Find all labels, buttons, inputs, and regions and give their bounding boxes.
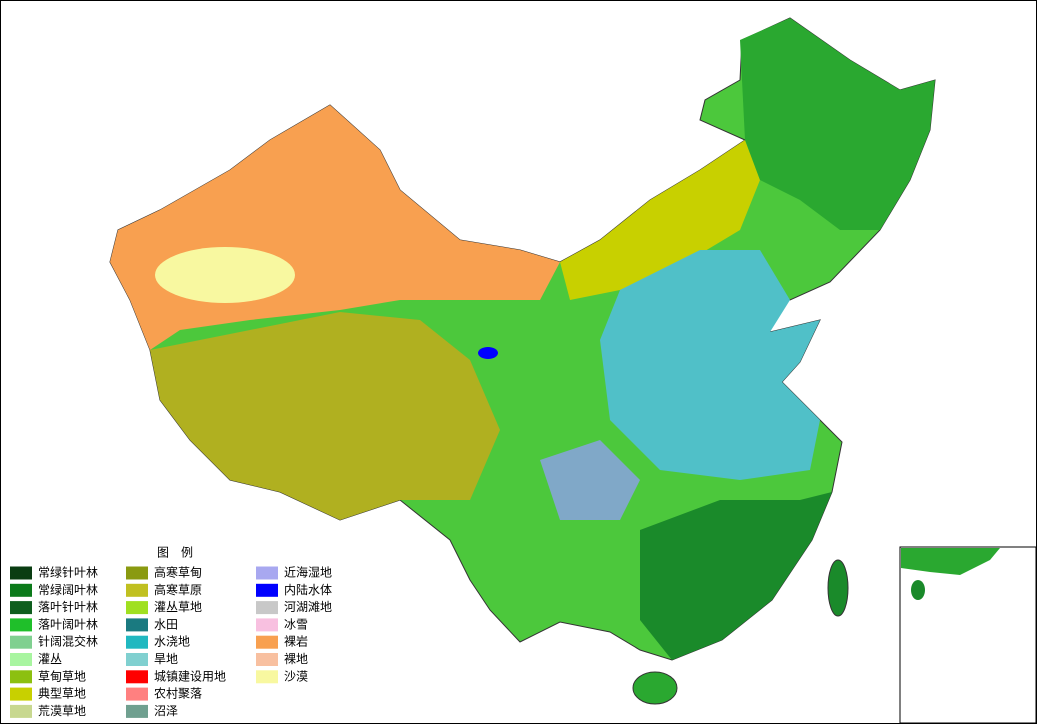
legend-label: 典型草地 — [38, 687, 86, 701]
legend-label: 沙漠 — [284, 669, 308, 683]
legend-label: 草甸草地 — [38, 669, 86, 683]
legend-label: 河湖滩地 — [284, 599, 332, 614]
inset-island — [911, 580, 925, 600]
legend-label: 针阔混交林 — [38, 634, 98, 649]
legend-label: 沼泽 — [154, 704, 178, 718]
legend-swatch — [10, 687, 32, 701]
inset — [899, 546, 1037, 724]
northeast-forest — [740, 18, 935, 230]
legend-swatch — [256, 601, 278, 615]
legend-label: 常绿阔叶林 — [38, 582, 98, 597]
legend-label: 灌丛草地 — [154, 600, 202, 614]
legend-swatch — [256, 566, 278, 580]
south-forest — [640, 492, 832, 660]
legend-label: 落叶阔叶林 — [38, 617, 98, 631]
inset-land — [901, 548, 1000, 575]
legend-swatch — [256, 670, 278, 684]
legend-swatch — [126, 704, 148, 718]
legend-label: 灌丛 — [38, 652, 62, 666]
legend-swatch — [10, 704, 32, 718]
hainan — [632, 671, 678, 705]
legend-label: 城镇建设用地 — [154, 669, 226, 683]
legend-swatch — [256, 618, 278, 632]
plateau-region — [150, 312, 500, 520]
legend-label: 旱地 — [154, 652, 178, 666]
legend-label: 高寒草原 — [154, 582, 202, 597]
lake — [478, 347, 498, 359]
legend-swatch — [126, 687, 148, 701]
legend-label: 落叶针叶林 — [38, 599, 98, 614]
legend-label: 近海湿地 — [284, 565, 332, 580]
legend-title: 图 例 — [157, 546, 193, 560]
legend-label: 内陆水体 — [284, 582, 332, 597]
basin-region — [540, 440, 640, 520]
legend-label: 冰雪 — [284, 617, 308, 631]
legend-swatch — [126, 670, 148, 684]
legend-swatch — [10, 583, 32, 597]
legend-label: 农村聚落 — [154, 687, 202, 701]
legend-swatch — [256, 583, 278, 597]
legend-swatch — [126, 653, 148, 666]
legend-label: 裸地 — [284, 651, 308, 666]
legend-swatch — [256, 635, 278, 649]
legend-swatch — [10, 618, 32, 632]
legend-swatch — [126, 583, 148, 597]
legend-swatch — [126, 618, 148, 632]
legend-label: 荒漠草地 — [38, 704, 86, 718]
legend-label: 常绿针叶林 — [38, 565, 98, 580]
legend-swatch — [10, 670, 32, 684]
legend-swatch — [126, 601, 148, 615]
china-map — [109, 17, 936, 705]
steppe-region — [560, 140, 760, 300]
legend-label: 高寒草甸 — [154, 565, 202, 580]
legend-swatch — [256, 653, 278, 666]
legend-swatch — [10, 653, 32, 666]
legend-swatch — [126, 635, 148, 649]
inset-frame — [899, 546, 1037, 724]
legend-label: 裸岩 — [284, 634, 308, 649]
cropland-region — [600, 250, 820, 480]
legend-label: 水田 — [154, 617, 178, 631]
legend-swatch — [10, 566, 32, 580]
legend-swatch — [126, 566, 148, 580]
legend-swatch — [10, 601, 32, 615]
legend-swatch — [10, 635, 32, 649]
taiwan — [827, 559, 849, 617]
legend-label: 水浇地 — [154, 635, 190, 649]
desert — [155, 247, 295, 303]
